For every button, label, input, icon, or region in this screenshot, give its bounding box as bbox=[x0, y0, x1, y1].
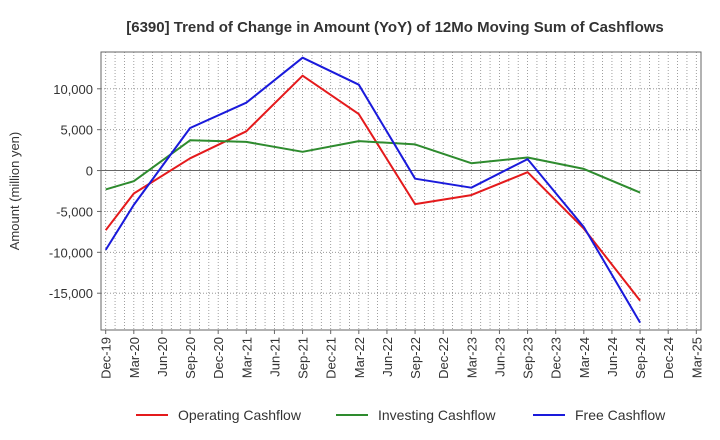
x-tick-label: Jun-21 bbox=[267, 337, 282, 377]
x-tick-label: Mar-21 bbox=[239, 337, 254, 378]
y-axis-label: Amount (million yen) bbox=[7, 132, 22, 251]
legend-label-operating-cashflow: Operating Cashflow bbox=[178, 407, 302, 423]
x-tick-label: Mar-23 bbox=[464, 337, 479, 378]
free-cashflow-line bbox=[104, 56, 641, 324]
x-tick-label: Mar-25 bbox=[689, 337, 704, 378]
y-axis-ticks: 10,000 5,000 0 -5,000 -10,000 -15,000 bbox=[49, 82, 101, 301]
x-tick-label: Dec-22 bbox=[436, 337, 451, 379]
investing-cashflow-line bbox=[105, 139, 641, 194]
operating-cashflow-line bbox=[104, 74, 641, 302]
x-tick-label: Dec-24 bbox=[661, 337, 676, 379]
x-axis-ticks: Dec-19 Mar-20 Jun-20 Sep-20 Dec-20 Mar-21 Jun-… bbox=[99, 330, 704, 379]
x-tick-label: Sep-21 bbox=[296, 337, 311, 379]
x-tick-label: Jun-23 bbox=[492, 337, 507, 377]
y-tick-label: -5,000 bbox=[56, 204, 93, 219]
plot-area-frame bbox=[100, 51, 702, 331]
legend-label-investing-cashflow: Investing Cashflow bbox=[378, 407, 496, 423]
chart-title: [6390] Trend of Change in Amount (YoY) o… bbox=[126, 19, 664, 36]
y-tick-label: -10,000 bbox=[49, 245, 93, 260]
y-tick-label: 10,000 bbox=[53, 82, 93, 97]
x-tick-label: Dec-19 bbox=[99, 337, 114, 379]
x-tick-label: Mar-20 bbox=[127, 337, 142, 378]
series-layer bbox=[104, 56, 641, 324]
y-tick-label: -15,000 bbox=[49, 286, 93, 301]
legend-label-free-cashflow: Free Cashflow bbox=[575, 407, 666, 423]
x-tick-label: Jun-20 bbox=[155, 337, 170, 377]
x-tick-label: Sep-20 bbox=[183, 337, 198, 379]
x-tick-label: Sep-23 bbox=[521, 337, 536, 379]
x-tick-label: Dec-20 bbox=[211, 337, 226, 379]
x-tick-label: Dec-21 bbox=[324, 337, 339, 379]
x-tick-label: Sep-22 bbox=[408, 337, 423, 379]
grid bbox=[101, 52, 701, 330]
x-tick-label: Jun-22 bbox=[380, 337, 395, 377]
x-tick-label: Sep-24 bbox=[633, 337, 648, 379]
legend: Operating Cashflow Investing Cashflow Free… bbox=[136, 407, 666, 423]
x-tick-label: Mar-22 bbox=[352, 337, 367, 378]
y-tick-label: 5,000 bbox=[60, 123, 93, 138]
y-tick-label: 0 bbox=[86, 164, 93, 179]
x-tick-label: Jun-24 bbox=[605, 337, 620, 377]
x-tick-label: Dec-23 bbox=[549, 337, 564, 379]
x-tick-label: Mar-24 bbox=[577, 337, 592, 378]
